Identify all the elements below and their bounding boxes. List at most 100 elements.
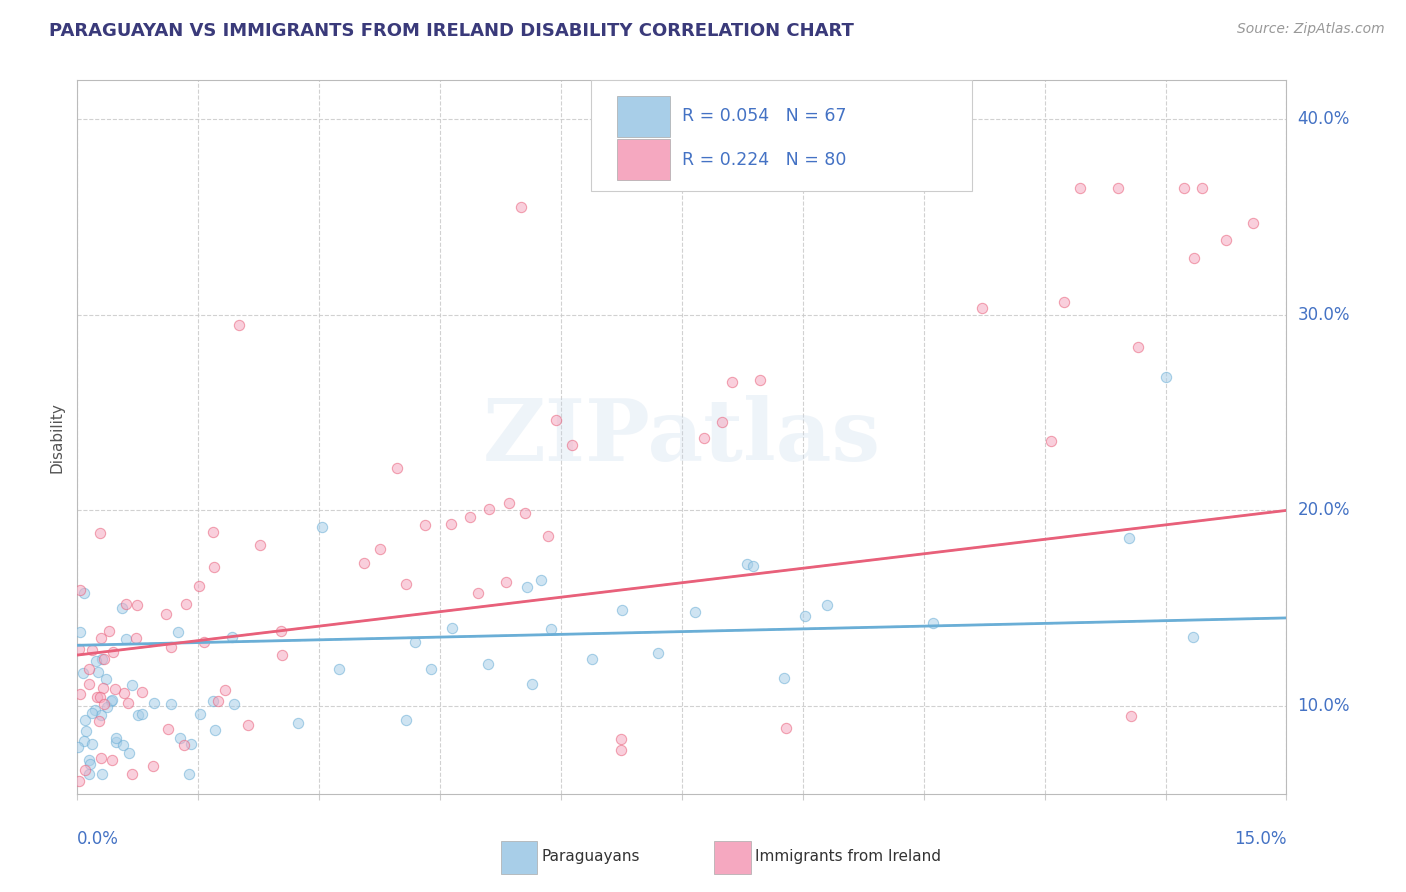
- Point: [112, 739, 135, 753]
- Point: [77, 767, 100, 781]
- Point: [160, 697, 183, 711]
- Point: [131, 685, 153, 699]
- Text: 20.0%: 20.0%: [1298, 501, 1350, 519]
- Point: [105, 731, 128, 745]
- Point: [72, 734, 94, 748]
- Point: [311, 520, 333, 534]
- Point: [83, 703, 105, 717]
- Point: [1182, 252, 1205, 266]
- Point: [440, 516, 463, 531]
- Point: [368, 542, 391, 557]
- Point: [1154, 370, 1177, 384]
- Point: [610, 743, 633, 757]
- Point: [69, 625, 91, 640]
- Point: [98, 624, 121, 638]
- Point: [1053, 295, 1076, 310]
- Point: [90, 750, 112, 764]
- Point: [67, 739, 90, 754]
- Point: [157, 722, 180, 736]
- Point: [1040, 434, 1063, 448]
- Point: [328, 662, 350, 676]
- Text: 0.0%: 0.0%: [77, 830, 120, 848]
- Point: [112, 686, 135, 700]
- Text: PARAGUAYAN VS IMMIGRANTS FROM IRELAND DISABILITY CORRELATION CHART: PARAGUAYAN VS IMMIGRANTS FROM IRELAND DI…: [49, 22, 853, 40]
- Point: [1181, 630, 1204, 644]
- Point: [236, 718, 259, 732]
- Point: [101, 693, 124, 707]
- Point: [111, 601, 134, 615]
- Point: [477, 657, 499, 672]
- Point: [478, 502, 501, 516]
- Text: 15.0%: 15.0%: [1234, 830, 1286, 848]
- Point: [228, 318, 250, 332]
- Point: [647, 646, 669, 660]
- Point: [127, 707, 149, 722]
- Text: Paraguayans: Paraguayans: [541, 849, 640, 863]
- Point: [415, 518, 437, 533]
- Point: [544, 413, 567, 427]
- Point: [67, 641, 90, 656]
- Point: [91, 681, 114, 695]
- Point: [104, 734, 127, 748]
- Point: [143, 696, 166, 710]
- Point: [80, 642, 103, 657]
- Point: [353, 556, 375, 570]
- Point: [201, 694, 224, 708]
- Point: [685, 605, 707, 619]
- Point: [1119, 708, 1142, 723]
- Point: [581, 651, 603, 665]
- Point: [100, 694, 122, 708]
- Point: [467, 585, 489, 599]
- Point: [91, 767, 114, 781]
- Point: [75, 724, 97, 739]
- Text: R = 0.054   N = 67: R = 0.054 N = 67: [682, 107, 846, 125]
- Point: [77, 662, 100, 676]
- Text: 30.0%: 30.0%: [1298, 306, 1350, 324]
- FancyBboxPatch shape: [592, 80, 972, 191]
- Point: [121, 678, 143, 692]
- Point: [169, 731, 191, 745]
- Point: [270, 624, 292, 638]
- Point: [794, 609, 817, 624]
- Point: [610, 732, 633, 747]
- Point: [711, 416, 734, 430]
- Point: [173, 739, 195, 753]
- Point: [287, 716, 309, 731]
- Point: [742, 559, 765, 574]
- Point: [193, 635, 215, 649]
- Point: [125, 631, 148, 645]
- Point: [96, 699, 118, 714]
- Point: [115, 597, 138, 611]
- Text: 10.0%: 10.0%: [1298, 697, 1350, 714]
- Point: [82, 706, 104, 721]
- Point: [1173, 181, 1195, 195]
- Point: [121, 766, 143, 780]
- Point: [188, 579, 211, 593]
- Point: [77, 753, 100, 767]
- Point: [520, 677, 543, 691]
- Point: [72, 666, 94, 681]
- Point: [84, 654, 107, 668]
- Point: [90, 652, 112, 666]
- Point: [775, 721, 797, 735]
- Point: [201, 525, 224, 540]
- Point: [221, 630, 243, 644]
- Point: [1215, 233, 1237, 247]
- Point: [1107, 181, 1129, 195]
- Point: [1128, 340, 1150, 354]
- Point: [104, 681, 127, 696]
- Point: [441, 621, 464, 635]
- Point: [610, 603, 633, 617]
- Point: [748, 373, 770, 387]
- Point: [176, 597, 198, 611]
- Point: [118, 746, 141, 760]
- Point: [190, 706, 212, 721]
- Point: [73, 713, 96, 727]
- Point: [513, 506, 536, 520]
- Point: [735, 558, 758, 572]
- Point: [773, 671, 796, 685]
- Point: [82, 737, 104, 751]
- Text: R = 0.224   N = 80: R = 0.224 N = 80: [682, 151, 846, 169]
- Point: [90, 707, 112, 722]
- Point: [101, 753, 124, 767]
